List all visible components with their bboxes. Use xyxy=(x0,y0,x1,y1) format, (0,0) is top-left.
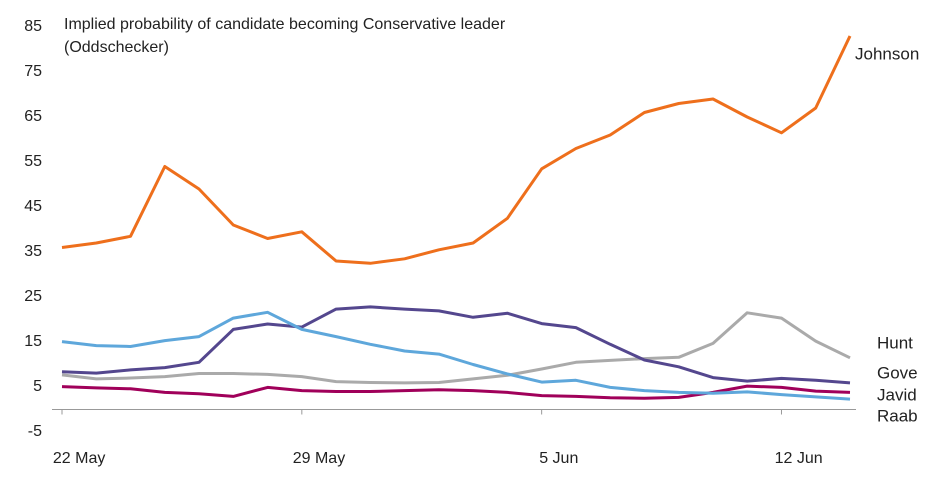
y-tick-label: 85 xyxy=(24,18,42,35)
y-tick-label: 75 xyxy=(24,63,42,80)
series-label: Javid xyxy=(877,385,917,404)
series-line xyxy=(61,310,851,401)
y-tick-label: -5 xyxy=(28,423,42,440)
series-label: Raab xyxy=(877,406,918,425)
series-line xyxy=(61,35,852,265)
series-line xyxy=(61,311,851,385)
x-tick-label: 22 May xyxy=(53,450,105,467)
y-tick-label: 5 xyxy=(33,378,42,395)
series-line xyxy=(61,305,851,385)
series-label: Johnson xyxy=(855,44,919,63)
series-line xyxy=(61,384,851,400)
y-tick-label: 45 xyxy=(24,198,42,215)
y-tick-label: 55 xyxy=(24,153,42,170)
y-tick-label: 65 xyxy=(24,108,42,125)
chart-title: Implied probability of candidate becomin… xyxy=(64,16,506,56)
series-label: Gove xyxy=(877,363,918,382)
y-tick-label: 25 xyxy=(24,288,42,305)
series-label: Hunt xyxy=(877,333,913,352)
y-tick-label: 35 xyxy=(24,243,42,260)
x-tick-label: 5 Jun xyxy=(539,450,578,467)
y-tick-label: 15 xyxy=(24,333,42,350)
x-tick-label: 12 Jun xyxy=(775,450,823,467)
x-tick-label: 29 May xyxy=(293,450,345,467)
